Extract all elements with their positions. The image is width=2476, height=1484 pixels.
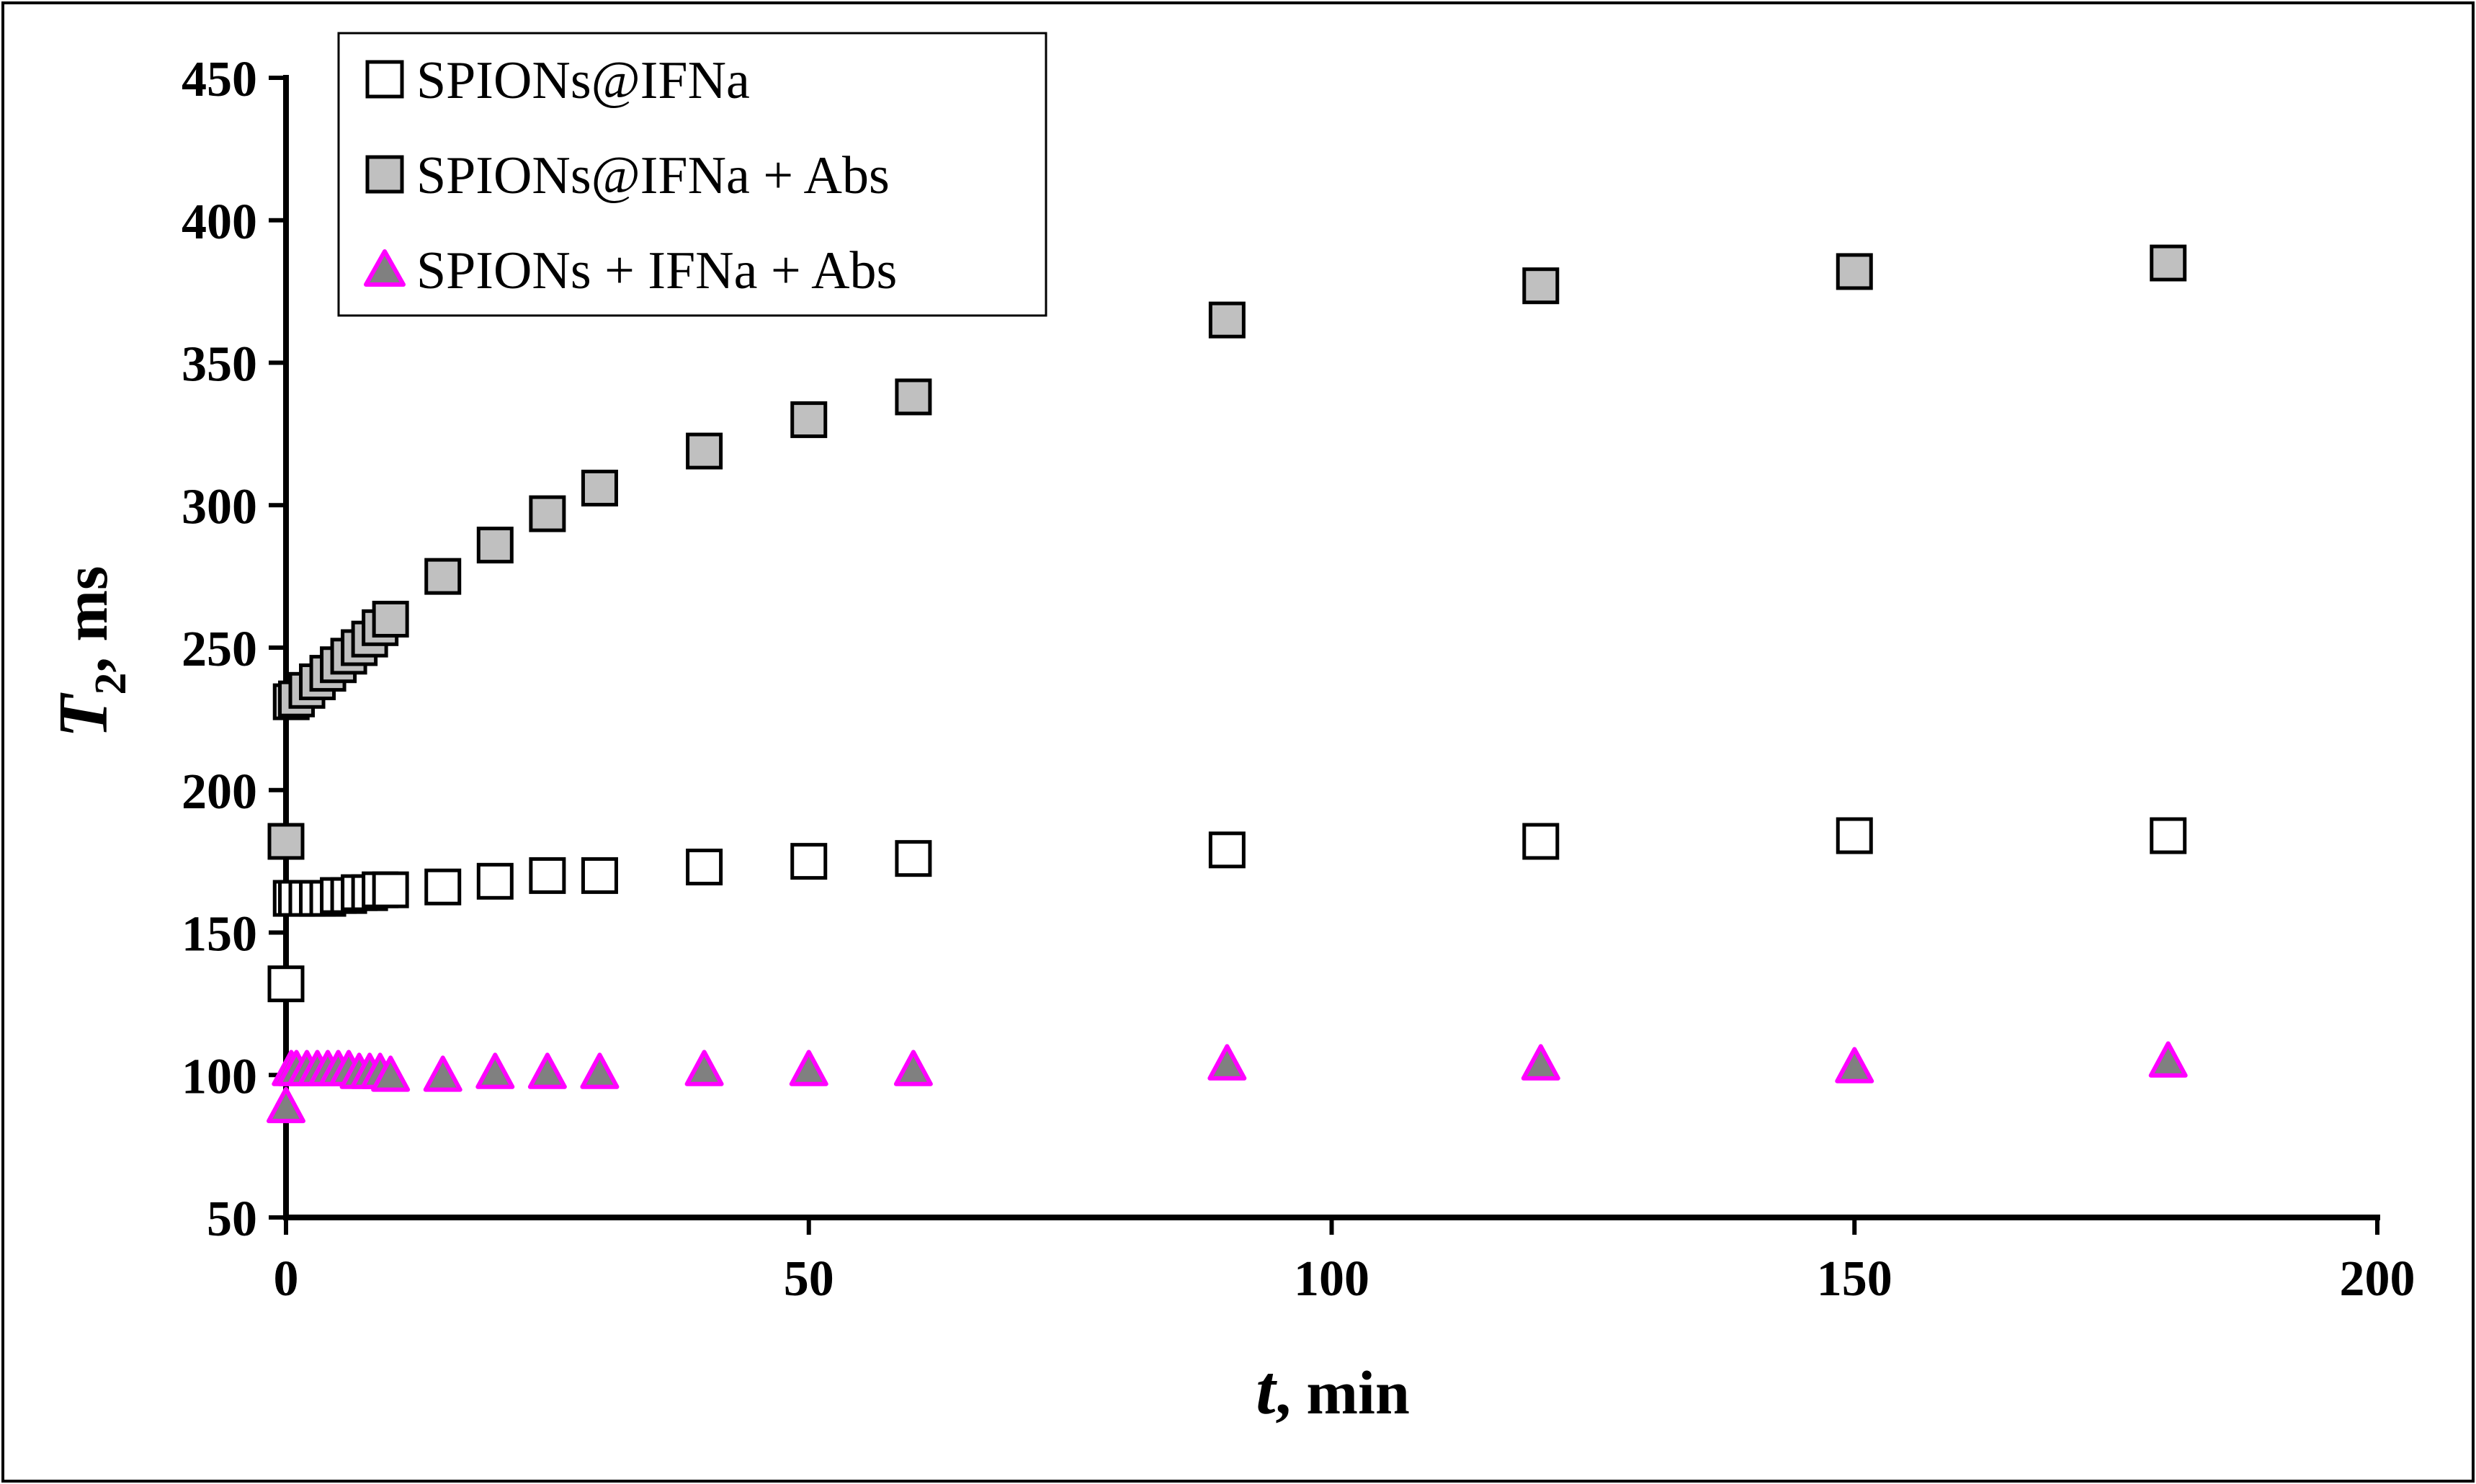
x-axis-title: t, min — [1256, 1351, 1410, 1429]
data-point-square — [895, 840, 932, 877]
data-point-square — [581, 470, 618, 507]
data-point-triangle — [371, 1055, 411, 1092]
legend-label-0: SPIONs@IFNa — [416, 51, 750, 110]
data-point-square — [529, 857, 566, 894]
data-point-square — [372, 871, 409, 908]
data-point-square — [1208, 831, 1246, 869]
x-tick-label: 0 — [274, 1251, 299, 1307]
data-point-square — [790, 401, 828, 439]
legend-label-1: SPIONs@IFNa + Abs — [416, 146, 890, 205]
data-point-square — [686, 849, 723, 886]
data-point-triangle — [1521, 1044, 1560, 1081]
y-tick-label: 350 — [182, 337, 257, 393]
data-point-square — [581, 857, 618, 894]
data-point-square — [790, 843, 828, 880]
y-axis-title: T2, ms — [45, 566, 135, 738]
legend-item-0: SPIONs@IFNa — [365, 51, 750, 110]
data-point-square — [476, 862, 514, 900]
y-tick-label: 100 — [182, 1049, 257, 1104]
series-2 — [267, 1041, 2188, 1124]
series-0 — [267, 817, 2187, 1003]
data-point-triangle — [580, 1052, 620, 1089]
data-point-square — [2150, 244, 2187, 282]
data-point-square — [686, 432, 723, 470]
x-tick-label: 200 — [2340, 1251, 2415, 1307]
y-tick-label: 200 — [182, 764, 257, 820]
data-point-square — [1208, 301, 1246, 339]
y-axis-unit: , ms — [51, 566, 120, 673]
data-point-square — [2150, 817, 2187, 854]
data-point-triangle — [423, 1055, 462, 1092]
legend-marker-square-open — [365, 60, 404, 99]
data-point-square — [1836, 817, 1873, 854]
y-tick-label: 250 — [182, 622, 257, 677]
ticks: 50 100 150 200 250 300 350 400 450 0 50 100 150 200 — [182, 52, 2415, 1307]
data-point-triangle — [684, 1050, 724, 1086]
data-point-square — [1522, 823, 1560, 860]
data-point-square — [267, 965, 305, 1003]
legend-item-1: SPIONs@IFNa + Abs — [365, 146, 890, 205]
y-tick-label: 300 — [182, 479, 257, 535]
data-point-square — [1522, 267, 1560, 305]
data-point-square — [476, 527, 514, 564]
x-tick-label: 100 — [1294, 1251, 1369, 1307]
legend-marker-triangle — [364, 249, 406, 287]
data-point-square — [372, 600, 409, 638]
series-1 — [267, 244, 2187, 860]
legend-item-2: SPIONs + IFNa + Abs — [364, 241, 897, 300]
data-point-square — [895, 378, 932, 416]
legend-label-2: SPIONs + IFNa + Abs — [416, 241, 897, 300]
data-point-triangle — [475, 1052, 515, 1089]
legend-box — [337, 32, 1047, 317]
y-tick-label: 150 — [182, 907, 257, 962]
y-axis-var: T — [45, 692, 122, 738]
data-point-triangle — [527, 1052, 567, 1089]
x-axis-unit: , min — [1275, 1358, 1409, 1427]
x-tick-label: 150 — [1817, 1251, 1892, 1307]
data-point-triangle — [2148, 1041, 2188, 1078]
data-point-triangle — [1835, 1047, 1874, 1083]
legend-marker-square-grey — [365, 155, 404, 194]
data-point-square — [1836, 253, 1873, 290]
y-axis-subscript: 2 — [86, 673, 135, 695]
legend: SPIONs@IFNa SPIONs@IFNa + Abs SPIONs + I… — [337, 32, 1047, 317]
data-point-triangle — [1207, 1044, 1247, 1081]
data-point-square — [529, 495, 566, 532]
data-point-triangle — [789, 1050, 828, 1086]
x-axis-var: t — [1256, 1351, 1277, 1429]
data-point-square — [424, 868, 462, 906]
data-point-square — [267, 823, 305, 860]
y-tick-label: 400 — [182, 195, 257, 250]
data-point-square — [424, 558, 462, 595]
x-tick-label: 50 — [784, 1251, 834, 1307]
y-tick-label: 50 — [207, 1192, 257, 1247]
y-tick-label: 450 — [182, 52, 257, 107]
data-point-triangle — [267, 1086, 305, 1124]
data-point-triangle — [893, 1050, 933, 1086]
series-group — [267, 244, 2188, 1124]
